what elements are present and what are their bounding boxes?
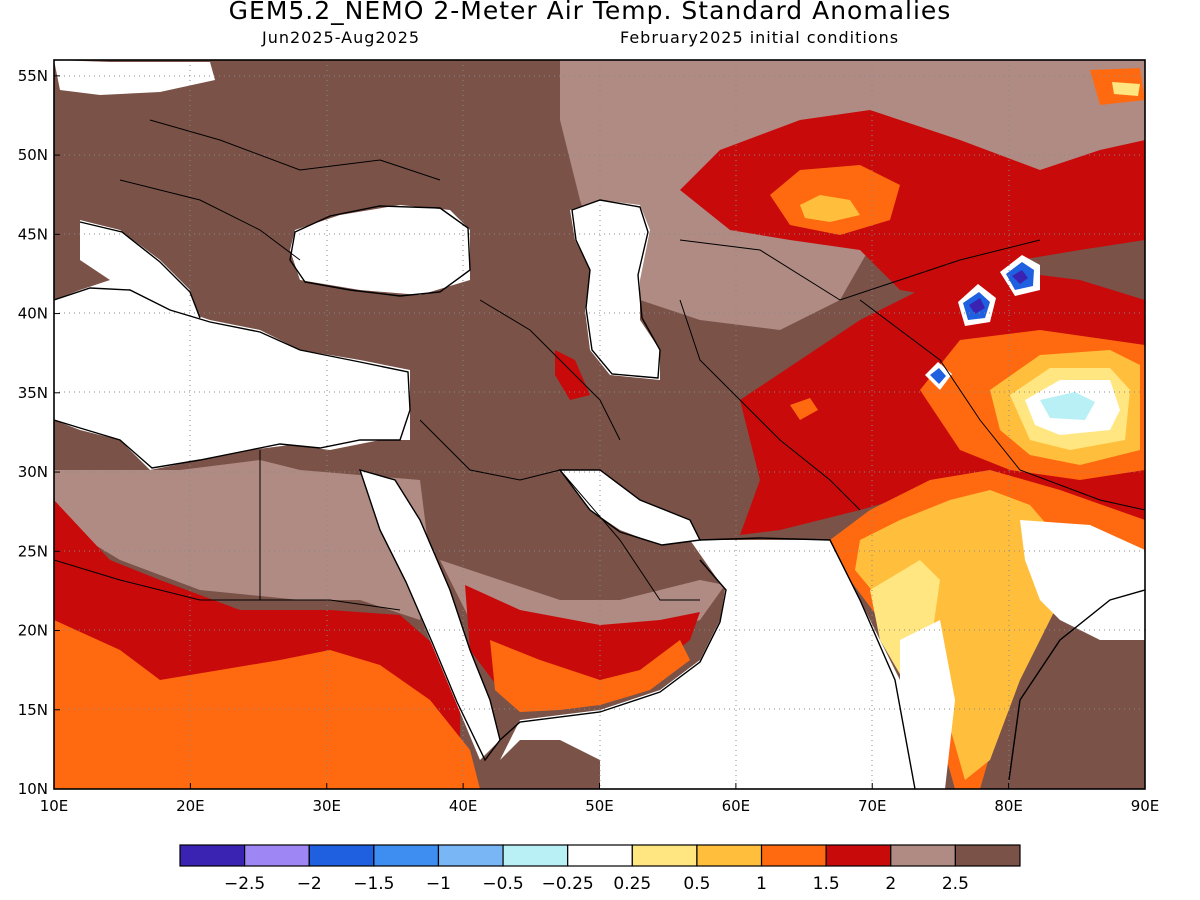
colorbar-label: 2.5 (942, 874, 969, 894)
field-iran-orange (790, 398, 818, 420)
field-caspian (570, 200, 660, 380)
field-tibet-cyan (1040, 392, 1095, 420)
colorbar-swatch (825, 844, 892, 867)
colorbar-label: 0.5 (683, 874, 710, 894)
colorbar (179, 844, 1021, 867)
colorbar-label: −1.5 (353, 874, 394, 894)
colorbar-swatch (631, 844, 698, 867)
colorbar-swatch (308, 844, 375, 867)
lat-tick-label: 20N (18, 622, 48, 640)
colorbar-label: 1.5 (813, 874, 840, 894)
lon-tick-label: 40E (449, 797, 478, 815)
lat-tick-label: 45N (18, 225, 48, 243)
field-adriatic (80, 220, 200, 320)
lat-tick-label: 35N (18, 384, 48, 402)
graticule (54, 60, 1145, 789)
lat-tick-label: 25N (18, 542, 48, 560)
colorbar-swatch (954, 844, 1021, 867)
lon-tick-label: 10E (40, 797, 69, 815)
colorbar-labels: −2.5 −2 −1.5 −1 −0.5 −0.25 0.25 0.5 1 1.5 2 2.5 (224, 874, 969, 894)
colorbar-swatch (696, 844, 763, 867)
colorbar-swatch (373, 844, 440, 867)
colorbar-swatch (567, 844, 633, 867)
field-africa-orange (54, 620, 480, 789)
field-cold-cell-2-core (969, 298, 985, 314)
initial-conditions: February2025 initial conditions (620, 28, 900, 47)
lat-tick-label: 55N (18, 67, 48, 85)
field-central-asia-red (680, 110, 1145, 300)
lat-tick-label: 15N (18, 701, 48, 719)
lat-tick-label: 40N (18, 305, 48, 323)
field-india-white (1020, 520, 1145, 640)
field-iraq-red (555, 350, 590, 400)
field-arabian-sea (500, 540, 920, 789)
colorbar-swatch (760, 844, 827, 867)
field-central-asia-yellow (800, 195, 860, 222)
field-ne-yellow (1112, 82, 1140, 96)
field-arabia-orange (490, 640, 690, 712)
field-india-amber (855, 490, 1060, 780)
colorbar-label: −1 (426, 874, 451, 894)
coastlines (54, 199, 1145, 789)
field-red-sea (360, 470, 500, 760)
latitude-axis: 10N 15N 20N 25N 30N 35N 40N 45N 50N 55N (18, 67, 60, 798)
field-india-white-2 (900, 620, 955, 789)
lon-tick-label: 90E (1131, 797, 1160, 815)
colorbar-label: −0.5 (482, 874, 523, 894)
forecast-period: Jun2025-Aug2025 (262, 28, 421, 47)
lat-tick-label: 30N (18, 463, 48, 481)
colorbar-label: −2.5 (224, 874, 265, 894)
colorbar-swatch (502, 844, 569, 867)
colorbar-swatch (179, 844, 246, 867)
colorbar-label: 2 (885, 874, 896, 894)
colorbar-label: 1 (756, 874, 767, 894)
colorbar-label: −2 (297, 874, 322, 894)
lat-tick-label: 10N (18, 780, 48, 798)
colorbar-swatch (437, 844, 504, 867)
lon-tick-label: 80E (994, 797, 1023, 815)
lat-tick-label: 50N (18, 146, 48, 164)
lon-tick-label: 50E (585, 797, 614, 815)
field-black-sea (290, 205, 470, 295)
lon-tick-label: 70E (858, 797, 887, 815)
map-title: GEM5.2_NEMO 2-Meter Air Temp. Standard A… (228, 0, 952, 25)
colorbar-swatch (244, 844, 310, 867)
field-cold-cell-3-blue (930, 368, 946, 384)
country-borders (54, 119, 1145, 611)
lon-tick-label: 30E (312, 797, 341, 815)
longitude-axis: 10E 20E 30E 40E 50E 60E 70E 80E 90E (40, 783, 1160, 815)
field-persian-gulf (560, 470, 700, 545)
colorbar-label: 0.25 (613, 874, 651, 894)
field-mediterranean (54, 280, 410, 470)
field-africa-light (54, 460, 430, 620)
anomaly-field (54, 60, 1145, 789)
field-cold-cell-1-core (1012, 270, 1028, 284)
colorbar-label: −0.25 (542, 874, 594, 894)
lon-tick-label: 60E (722, 797, 751, 815)
field-white-north (54, 60, 215, 95)
colorbar-swatch (890, 844, 956, 867)
lon-tick-label: 20E (176, 797, 205, 815)
